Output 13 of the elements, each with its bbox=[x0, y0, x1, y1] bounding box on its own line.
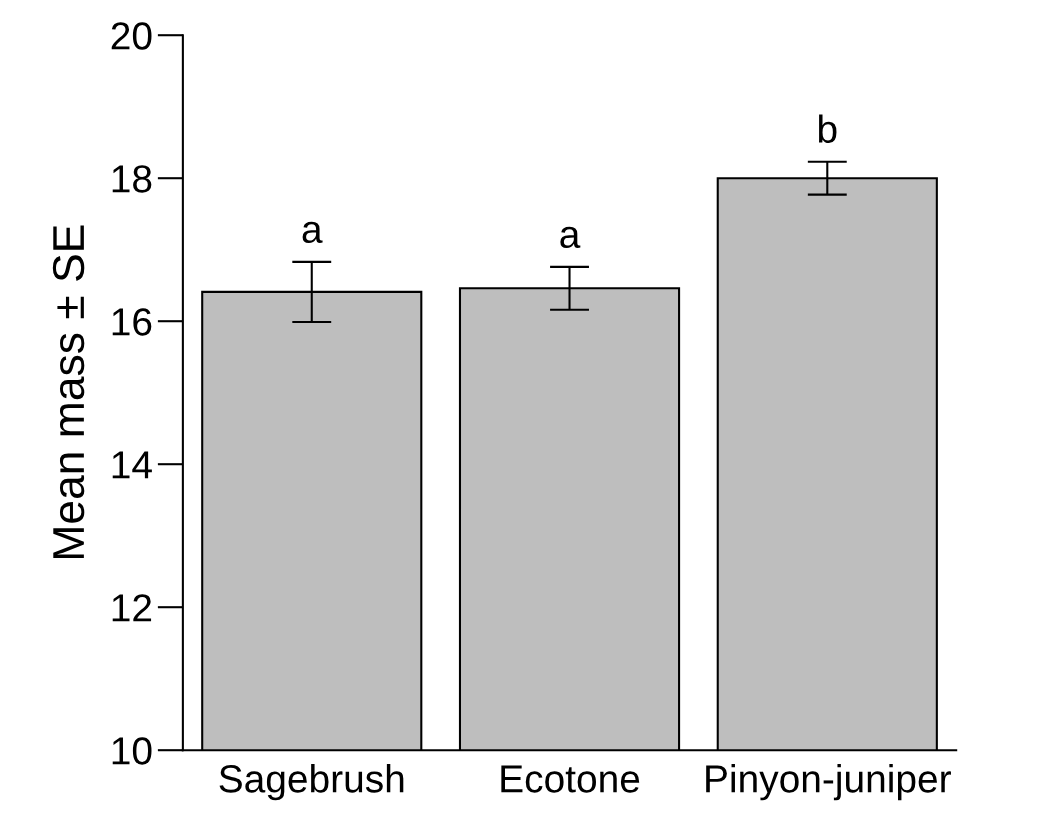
y-tick-label: 14 bbox=[112, 451, 152, 479]
y-tick-label: 18 bbox=[112, 165, 152, 193]
y-tick-label: 12 bbox=[112, 594, 152, 622]
annotation: a bbox=[302, 221, 323, 244]
x-tick-label: Pinyon-juniper bbox=[706, 764, 951, 801]
x-tick-label: Sagebrush bbox=[219, 764, 404, 801]
y-tick-label: 10 bbox=[112, 737, 152, 765]
y-axis-title: Mean mass ± SE bbox=[52, 225, 85, 559]
y-tick-label: 16 bbox=[112, 308, 152, 336]
y-tick-label: 20 bbox=[111, 22, 152, 50]
annotation: b bbox=[818, 114, 837, 143]
x-tick-label: Ecotone bbox=[501, 765, 640, 793]
annotation: a bbox=[560, 226, 581, 249]
